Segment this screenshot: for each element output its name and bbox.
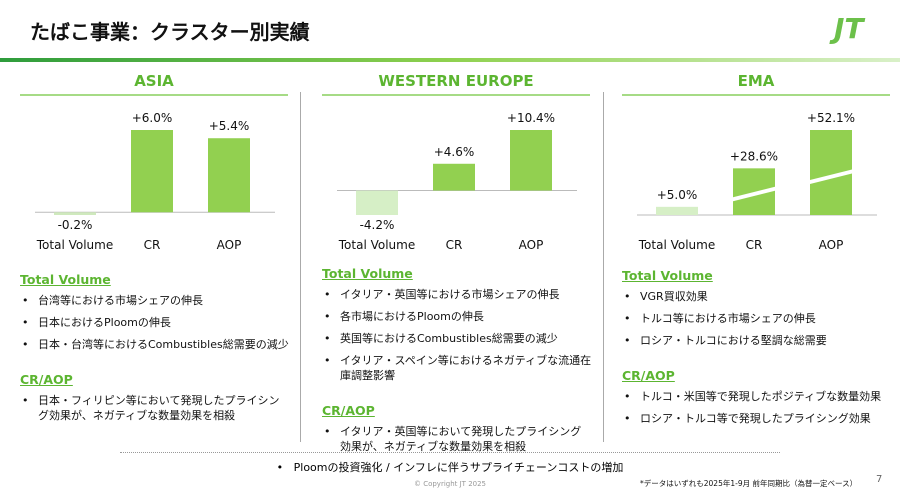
bar [510,130,552,191]
value-label: -0.2% [58,218,93,232]
value-label: +5.0% [657,188,698,202]
axis-break [730,186,778,203]
category-label: Total Volume [638,238,715,252]
chart: +5.0% Total Volume +28.6% CR +52.1% AOP [637,111,877,252]
divider [603,92,604,442]
bullet: 台湾等における市場シェアの伸長 [20,293,290,308]
section: CR/AOP 日本・フィリピン等において発現したプライシング効果が、ネガティブな数… [20,372,290,423]
section-heading: Total Volume [20,272,111,287]
bullet: 日本・フィリピン等において発現したプライシング効果が、ネガティブな数量効果を相殺 [20,393,290,423]
bullet: ロシア・トルコ等で発現したプライシング効果 [622,411,892,426]
bullet: VGR買収効果 [622,289,892,304]
value-label: +4.6% [434,145,475,159]
bullet: イタリア・英国等において発現したプライシング効果が、ネガティブな数量効果を相殺 [322,424,592,454]
bullet: 各市場におけるPloomの伸長 [322,309,592,324]
category-label: CR [144,238,161,252]
value-label: -4.2% [360,218,395,232]
bullet: イタリア・英国等における市場シェアの伸長 [322,287,592,302]
bar [656,206,698,215]
column-text: Total Volume VGR買収効果トルコ等における市場シェアの伸長ロシア・ト… [622,264,892,446]
bullet: トルコ・米国等で発現したポジティブな数量効果 [622,389,892,404]
category-label: CR [446,238,463,252]
column-title: ASIA [20,72,288,96]
bullet: イタリア・スペイン等におけるネガティブな流通在庫調整影響 [322,353,592,383]
section: CR/AOP イタリア・英国等において発現したプライシング効果が、ネガティブな数量… [322,403,592,454]
bullet: トルコ等における市場シェアの伸長 [622,311,892,326]
column-text: Total Volume 台湾等における市場シェアの伸長日本におけるPloomの伸… [20,268,290,443]
section-heading: Total Volume [322,266,413,281]
footer-note: • Ploomの投資強化 / インフレに伴うサプライチェーンコストの増加 [0,459,900,475]
bullet: 英国等におけるCombustibles総需要の減少 [322,331,592,346]
header-band [0,58,900,62]
chart: -0.2% Total Volume +6.0% CR +5.4% AOP [35,111,275,252]
category-label: Total Volume [36,238,113,252]
bullet: 日本・台湾等におけるCombustibles総需要の減少 [20,337,290,352]
logo: JT [834,12,864,45]
section-heading: CR/AOP [20,372,73,387]
bar [54,212,96,215]
slide-title: たばこ事業：クラスター別実績 [30,20,310,44]
section-heading: Total Volume [622,268,713,283]
value-label: +28.6% [730,149,778,163]
category-label: AOP [819,238,844,252]
value-label: +6.0% [132,111,173,125]
section: Total Volume 台湾等における市場シェアの伸長日本におけるPloomの伸… [20,272,290,352]
bar [433,163,475,191]
category-label: AOP [217,238,242,252]
section: Total Volume VGR買収効果トルコ等における市場シェアの伸長ロシア・ト… [622,268,892,348]
section: Total Volume イタリア・英国等における市場シェアの伸長各市場におけるP… [322,266,592,383]
bullet-mark: • [276,461,294,474]
value-label: +52.1% [807,111,855,125]
bar [131,130,173,213]
chart: -4.2% Total Volume +4.6% CR +10.4% AOP [337,111,577,252]
page-number: 7 [876,474,883,485]
section-heading: CR/AOP [622,368,675,383]
bullet: ロシア・トルコにおける堅調な総需要 [622,333,892,348]
section: CR/AOP トルコ・米国等で発現したポジティブな数量効果ロシア・トルコ等で発現し… [622,368,892,426]
copyright: © Copyright JT 2025 [413,480,487,488]
column-text: Total Volume イタリア・英国等における市場シェアの伸長各市場におけるP… [322,262,592,474]
bar [208,138,250,213]
value-label: +5.4% [209,119,250,133]
column-title: EMA [622,72,890,96]
column-title: WESTERN EUROPE [322,72,590,96]
category-label: AOP [519,238,544,252]
value-label: +10.4% [507,111,555,125]
footnote: *データはいずれも2025年1-9月 前年同期比（為替一定ベース） [640,479,858,488]
bullet: 日本におけるPloomの伸長 [20,315,290,330]
category-label: Total Volume [338,238,415,252]
section-heading: CR/AOP [322,403,375,418]
category-label: CR [746,238,763,252]
axis-break [807,168,855,185]
divider [300,92,301,442]
footer-note-text: Ploomの投資強化 / インフレに伴うサプライチェーンコストの増加 [293,461,624,474]
bar [356,190,398,215]
